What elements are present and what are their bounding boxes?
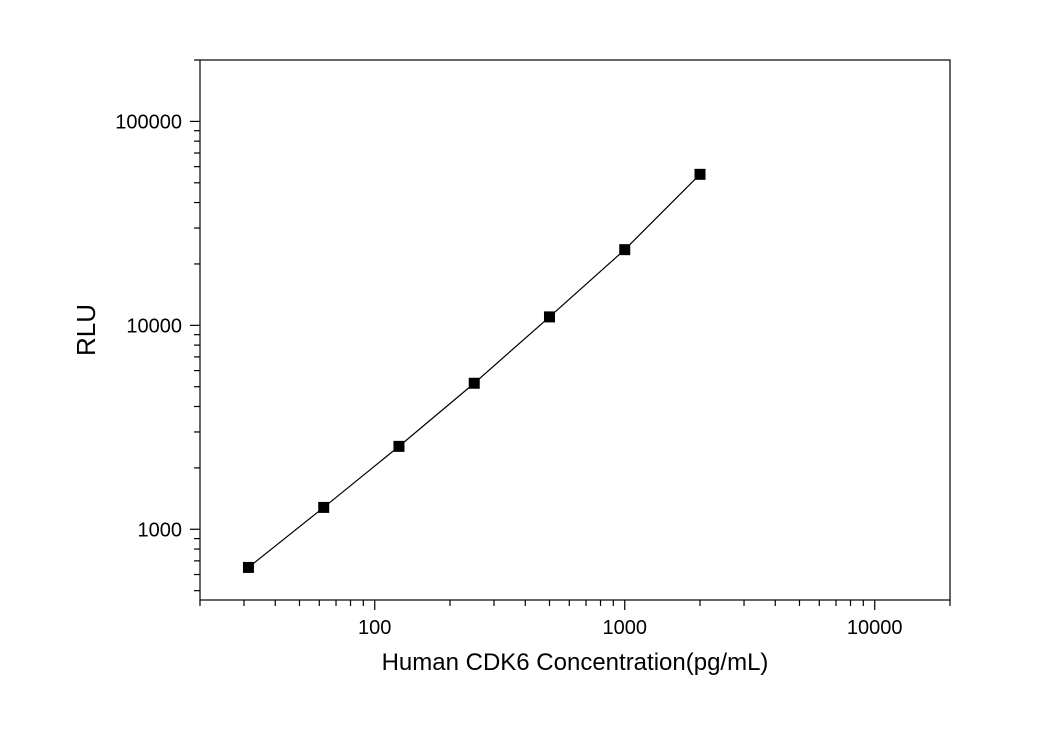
data-point [695,169,706,180]
data-point [544,311,555,322]
data-point [393,441,404,452]
y-axis-label: RLU [71,304,101,356]
y-tick-label: 100000 [115,111,182,133]
data-point [619,244,630,255]
y-tick-label: 10000 [126,315,182,337]
y-tick-label: 1000 [138,519,183,541]
data-point [469,378,480,389]
standard-curve-chart: 100 1000 10000 1000 10000 100000 Human CDK6 Co… [0,0,1060,744]
x-tick-label: 1000 [602,617,647,639]
data-point [243,562,254,573]
x-axis-label: Human CDK6 Concentration(pg/mL) [382,649,769,676]
x-tick-label: 10000 [847,617,903,639]
x-tick-label: 100 [358,617,391,639]
data-point [318,502,329,513]
